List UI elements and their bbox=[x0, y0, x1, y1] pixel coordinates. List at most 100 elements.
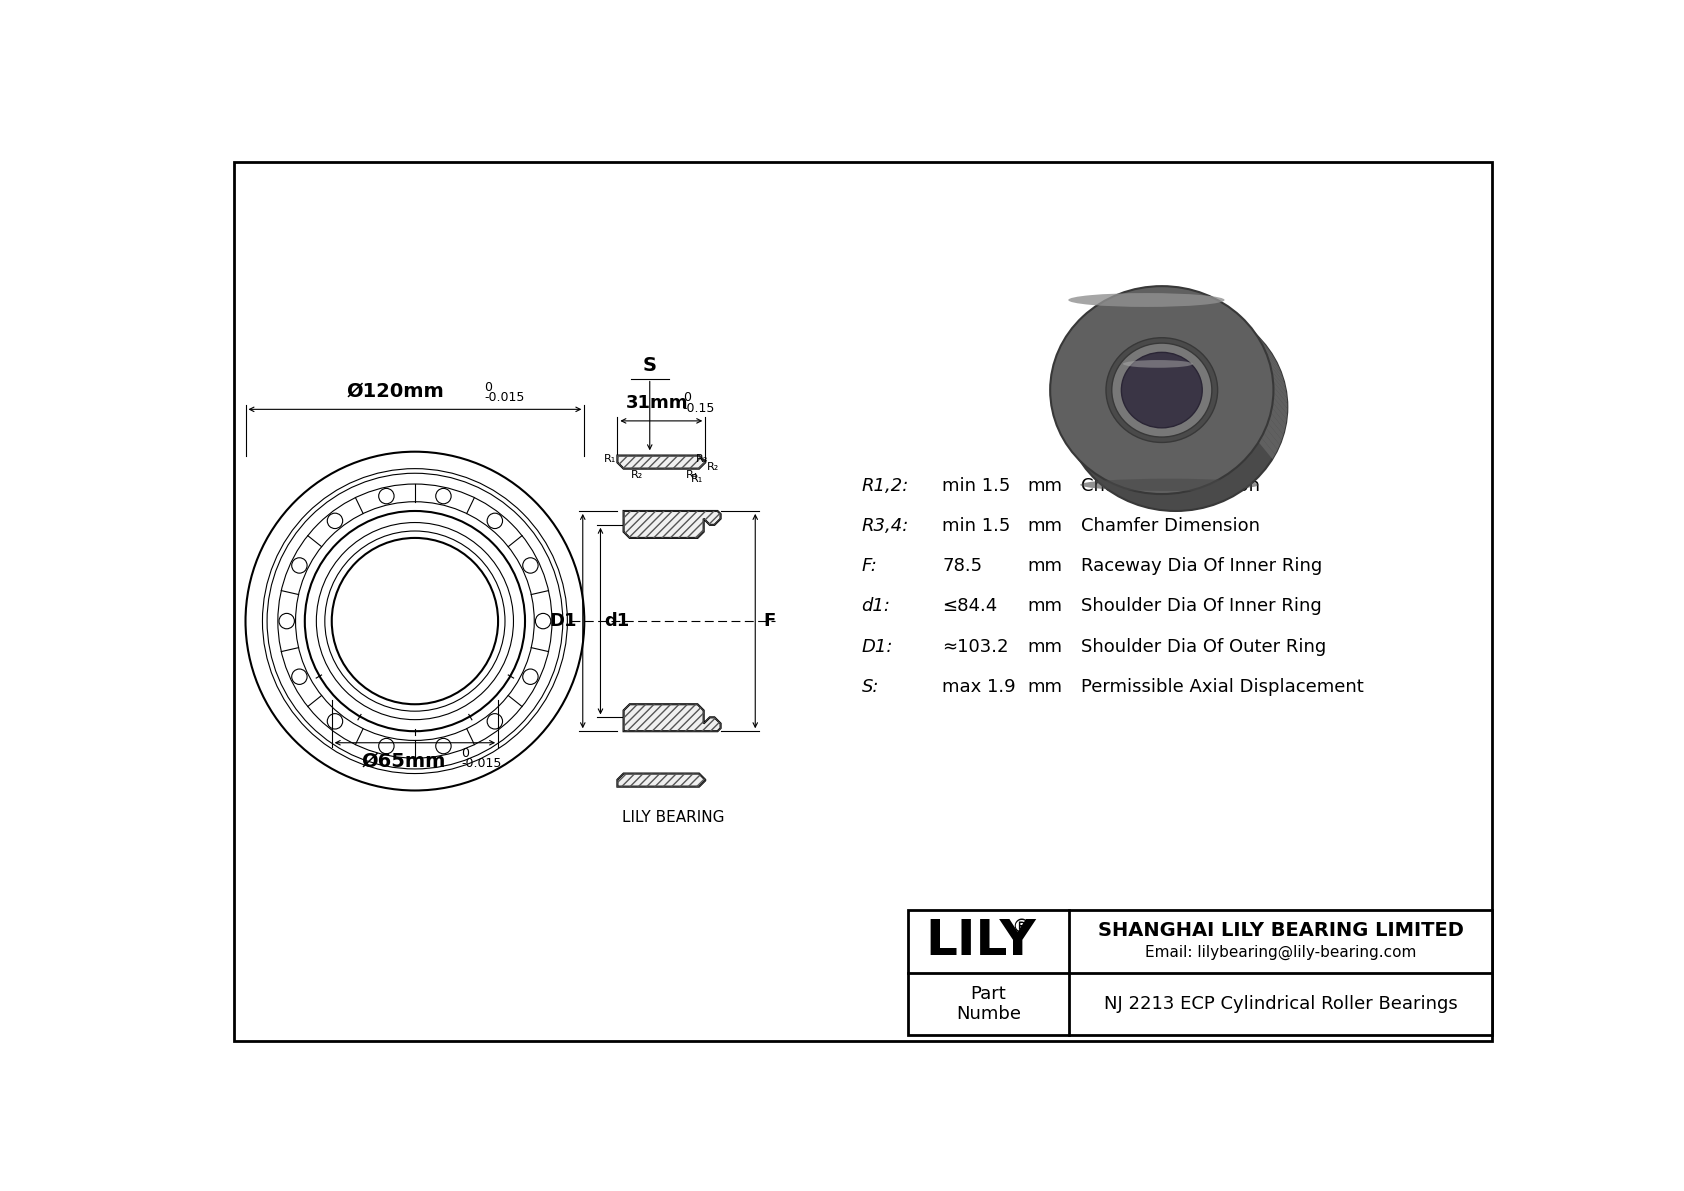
Text: R₂: R₂ bbox=[707, 462, 719, 472]
Polygon shape bbox=[1271, 403, 1287, 424]
Text: mm: mm bbox=[1027, 557, 1063, 575]
Text: ≤84.4: ≤84.4 bbox=[943, 598, 997, 616]
Text: NJ 2213 ECP Cylindrical Roller Bearings: NJ 2213 ECP Cylindrical Roller Bearings bbox=[1105, 994, 1458, 1014]
Bar bbox=[908, 910, 1492, 1035]
Polygon shape bbox=[1266, 423, 1282, 444]
Polygon shape bbox=[1108, 297, 1128, 316]
Polygon shape bbox=[1186, 288, 1206, 307]
Text: LILY: LILY bbox=[926, 917, 1036, 965]
Polygon shape bbox=[1051, 374, 1066, 395]
Text: -0.15: -0.15 bbox=[684, 401, 716, 414]
Text: Chamfer Dimension: Chamfer Dimension bbox=[1081, 517, 1260, 536]
Polygon shape bbox=[1191, 289, 1211, 308]
Text: F:: F: bbox=[862, 557, 877, 575]
Polygon shape bbox=[1147, 287, 1165, 304]
Polygon shape bbox=[1052, 411, 1068, 432]
Text: S:: S: bbox=[862, 678, 879, 696]
Polygon shape bbox=[1051, 405, 1066, 428]
Polygon shape bbox=[1255, 332, 1271, 354]
Text: Shoulder Dia Of Outer Ring: Shoulder Dia Of Outer Ring bbox=[1081, 637, 1327, 655]
Ellipse shape bbox=[1122, 353, 1202, 428]
Text: -0.015: -0.015 bbox=[485, 391, 525, 404]
Polygon shape bbox=[1164, 286, 1182, 304]
Text: mm: mm bbox=[1027, 678, 1063, 696]
Polygon shape bbox=[1118, 292, 1138, 311]
Polygon shape bbox=[1263, 345, 1278, 367]
Text: R3,4:: R3,4: bbox=[862, 517, 909, 536]
Text: min 1.5: min 1.5 bbox=[943, 517, 1010, 536]
Polygon shape bbox=[1100, 301, 1118, 322]
Polygon shape bbox=[1054, 358, 1069, 380]
Polygon shape bbox=[1152, 286, 1172, 304]
Polygon shape bbox=[1180, 287, 1199, 305]
Polygon shape bbox=[1074, 322, 1091, 343]
Polygon shape bbox=[1125, 291, 1143, 310]
Polygon shape bbox=[1212, 298, 1231, 317]
Text: Ø120mm: Ø120mm bbox=[347, 381, 445, 400]
Polygon shape bbox=[1051, 394, 1064, 417]
Polygon shape bbox=[1261, 432, 1278, 454]
Polygon shape bbox=[1271, 370, 1287, 393]
Text: min 1.5: min 1.5 bbox=[943, 478, 1010, 495]
Text: 78.5: 78.5 bbox=[943, 557, 982, 575]
Text: Ø65mm: Ø65mm bbox=[360, 752, 446, 771]
Text: Chamfer Dimension: Chamfer Dimension bbox=[1081, 478, 1260, 495]
Polygon shape bbox=[1273, 392, 1287, 414]
Polygon shape bbox=[1273, 386, 1287, 409]
Polygon shape bbox=[1169, 286, 1189, 304]
Polygon shape bbox=[1078, 318, 1095, 338]
Polygon shape bbox=[1218, 300, 1236, 319]
Polygon shape bbox=[1197, 292, 1216, 310]
Polygon shape bbox=[1251, 328, 1268, 349]
Polygon shape bbox=[1244, 319, 1261, 341]
Text: Email: lilybearing@lily-bearing.com: Email: lilybearing@lily-bearing.com bbox=[1145, 944, 1416, 960]
Text: R₄: R₄ bbox=[685, 469, 699, 480]
Text: mm: mm bbox=[1027, 598, 1063, 616]
Text: Shoulder Dia Of Inner Ring: Shoulder Dia Of Inner Ring bbox=[1081, 598, 1322, 616]
Text: SHANGHAI LILY BEARING LIMITED: SHANGHAI LILY BEARING LIMITED bbox=[1098, 921, 1463, 940]
Polygon shape bbox=[623, 511, 721, 538]
Text: R₃: R₃ bbox=[695, 455, 709, 464]
Polygon shape bbox=[1135, 288, 1154, 306]
Polygon shape bbox=[1068, 330, 1084, 351]
Ellipse shape bbox=[1064, 303, 1287, 511]
Polygon shape bbox=[618, 773, 706, 786]
Polygon shape bbox=[1086, 311, 1103, 331]
Polygon shape bbox=[1265, 350, 1282, 373]
Polygon shape bbox=[1140, 287, 1160, 305]
Text: R1,2:: R1,2: bbox=[862, 478, 909, 495]
Polygon shape bbox=[1239, 316, 1258, 336]
Polygon shape bbox=[1103, 299, 1123, 318]
Ellipse shape bbox=[1079, 479, 1260, 491]
Text: F: F bbox=[763, 612, 775, 630]
Text: -0.015: -0.015 bbox=[461, 756, 502, 769]
Text: Permissible Axial Displacement: Permissible Axial Displacement bbox=[1081, 678, 1364, 696]
Polygon shape bbox=[1051, 385, 1064, 406]
Text: D1: D1 bbox=[549, 612, 576, 630]
Text: R₁: R₁ bbox=[692, 474, 704, 484]
Polygon shape bbox=[1248, 324, 1265, 344]
Polygon shape bbox=[1273, 376, 1287, 398]
Polygon shape bbox=[1090, 307, 1108, 328]
Polygon shape bbox=[1051, 368, 1066, 391]
Text: S: S bbox=[643, 356, 657, 375]
Ellipse shape bbox=[1123, 360, 1192, 368]
Text: 0: 0 bbox=[684, 391, 690, 404]
Text: Part
Numbe: Part Numbe bbox=[957, 985, 1021, 1023]
Polygon shape bbox=[1056, 420, 1071, 443]
Text: LILY BEARING: LILY BEARING bbox=[621, 810, 724, 824]
Polygon shape bbox=[1113, 294, 1133, 313]
Polygon shape bbox=[1223, 303, 1241, 323]
Text: 31mm: 31mm bbox=[626, 394, 689, 412]
Text: R₁: R₁ bbox=[603, 455, 616, 464]
Text: mm: mm bbox=[1027, 637, 1063, 655]
Polygon shape bbox=[1258, 437, 1275, 459]
Polygon shape bbox=[1081, 314, 1100, 335]
Polygon shape bbox=[1263, 428, 1280, 450]
Text: max 1.9: max 1.9 bbox=[943, 678, 1015, 696]
Polygon shape bbox=[1063, 339, 1078, 361]
Polygon shape bbox=[1226, 306, 1244, 325]
Polygon shape bbox=[1258, 336, 1275, 357]
Text: ®: ® bbox=[1010, 918, 1031, 937]
Ellipse shape bbox=[1068, 293, 1224, 307]
